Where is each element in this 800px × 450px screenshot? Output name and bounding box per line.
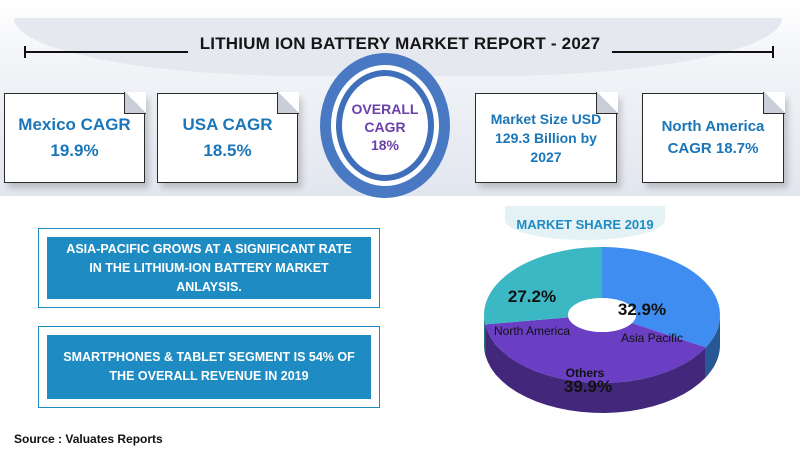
pie-side-1 (485, 324, 706, 413)
pie-slice-north-america (484, 247, 602, 325)
page-fold-icon (277, 92, 299, 114)
pie-category-label: Asia Pacific (621, 331, 683, 345)
asia-pacific-note-text: ASIA-PACIFIC GROWS AT A SIGNIFICANT RATE… (47, 237, 371, 299)
page-fold-icon (763, 92, 785, 114)
pie-value-label: 27.2% (508, 287, 556, 306)
page-fold-icon (124, 92, 146, 114)
pie-side-2 (484, 315, 486, 355)
market-share-pie-chart: 32.9% Asia Pacific 39.9%Others 27.2% North A… (484, 247, 720, 413)
asia-pacific-note: ASIA-PACIFIC GROWS AT A SIGNIFICANT RATE… (38, 228, 380, 308)
title-rule-right-cap (772, 46, 774, 58)
north-america-cagr-text: North America CAGR 18.7% (661, 118, 765, 157)
mexico-cagr-card: Mexico CAGR 19.9% (4, 92, 146, 183)
source-credit: Source : Valuates Reports (14, 432, 163, 446)
north-america-cagr-card: North America CAGR 18.7% (642, 92, 785, 183)
pie-chart-title: MARKET SHARE 2019 (516, 217, 654, 232)
pie-value-label: 32.9% (618, 300, 666, 319)
pie-slice-others (485, 317, 706, 383)
market-size-text: Market Size USD 129.3 Billion by 2027 (490, 110, 602, 165)
title-rule-left-cap (24, 46, 26, 58)
pie-value-label: 39.9% (564, 377, 612, 396)
usa-cagr-card: USA CAGR 18.5% (157, 92, 299, 183)
pie-slice-asia-pacific (602, 247, 720, 348)
page-title: LITHIUM ION BATTERY MARKET REPORT - 2027 (0, 34, 800, 54)
usa-cagr-text: USA CAGR 18.5% (182, 115, 273, 160)
smartphones-note: SMARTPHONES & TABLET SEGMENT IS 54% OF T… (38, 326, 380, 408)
pie-category-label: North America (494, 324, 570, 338)
pie-title-banner (505, 206, 665, 240)
overall-cagr-text: OVERALL CAGR 18% (351, 101, 419, 153)
page-fold-icon (596, 92, 618, 114)
market-size-card: Market Size USD 129.3 Billion by 2027 (475, 92, 618, 183)
mexico-cagr-text: Mexico CAGR 19.9% (18, 115, 131, 160)
pie-hole (568, 298, 636, 332)
smartphones-note-text: SMARTPHONES & TABLET SEGMENT IS 54% OF T… (47, 335, 371, 399)
pie-side-0 (705, 315, 720, 378)
pie-category-label: Others (566, 366, 605, 380)
overall-cagr-badge (336, 70, 434, 181)
